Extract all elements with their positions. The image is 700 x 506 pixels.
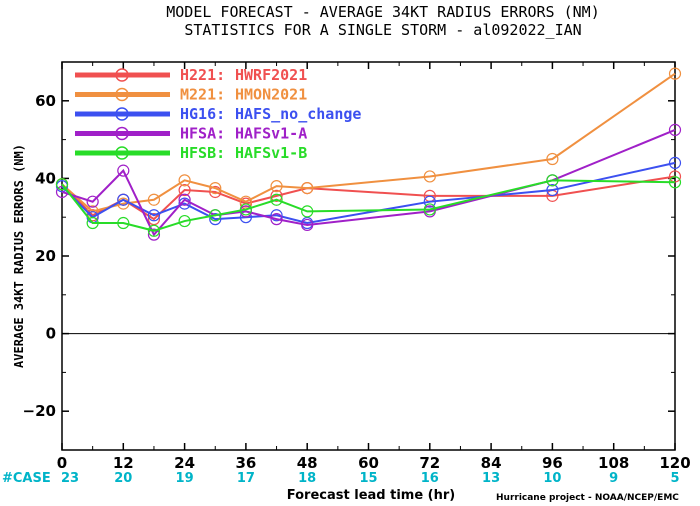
x-tick-label: 0 [57, 454, 67, 472]
data-point [423, 203, 436, 216]
x-tick-label: 36 [235, 454, 256, 472]
series-layer [55, 67, 682, 241]
legend-series-name: HFSA: [180, 125, 225, 143]
x-tick-label: 96 [542, 454, 563, 472]
data-point [147, 209, 161, 222]
data-point [86, 195, 99, 208]
x-tick-label: 84 [481, 454, 502, 472]
x-tick-label: 60 [358, 454, 379, 472]
x-tick-label: 12 [113, 454, 134, 472]
legend-series-desc: HWRF2021 [235, 66, 307, 84]
legend-series-desc: HAFS_no_change [235, 105, 361, 123]
case-count: 20 [114, 471, 132, 486]
legend-swatch-marker [115, 68, 129, 82]
x-tick-label: 72 [419, 454, 440, 472]
y-tick-label: 0 [46, 325, 56, 343]
case-count: 16 [421, 471, 439, 486]
data-point [209, 185, 222, 199]
data-point [546, 174, 559, 187]
plot-frame [61, 61, 676, 451]
data-point [178, 183, 191, 197]
data-point [209, 213, 222, 226]
data-point [147, 224, 161, 237]
data-point [301, 218, 314, 232]
x-tick-label: 108 [598, 454, 629, 472]
case-count: 10 [543, 471, 561, 486]
legend-series-desc: HMON2021 [235, 86, 307, 104]
legend-series-desc: HAFSv1-A [235, 125, 307, 143]
data-point [423, 195, 436, 208]
x-axis-label: Forecast lead time (hr) [287, 488, 455, 503]
credit-text: Hurricane project - NOAA/NCEP/EMC [496, 493, 679, 503]
data-point [270, 209, 283, 222]
data-point [178, 193, 191, 206]
data-point [668, 67, 682, 80]
case-count: 19 [176, 471, 194, 486]
data-point [668, 123, 682, 136]
data-point [270, 213, 283, 226]
data-point [668, 176, 682, 189]
data-point [147, 213, 161, 226]
data-point [209, 209, 222, 222]
chart-title: MODEL FORECAST - AVERAGE 34KT RADIUS ERR… [166, 3, 599, 21]
data-point [301, 182, 314, 195]
case-label: #CASE [2, 471, 51, 486]
legend-swatch-marker [115, 107, 129, 121]
case-count: 15 [359, 471, 377, 486]
data-point [668, 156, 682, 169]
x-tick-label: 48 [297, 454, 318, 472]
y-tick-label: 60 [35, 92, 56, 110]
legend-series-name: M221: [180, 86, 225, 104]
data-point [546, 183, 559, 197]
case-count: 23 [61, 471, 79, 486]
case-count: 18 [298, 471, 316, 486]
data-point [301, 205, 314, 218]
legend-swatch-marker [115, 87, 129, 102]
data-point [239, 195, 252, 208]
y-tick-label: 20 [35, 247, 56, 265]
data-point [55, 178, 69, 191]
data-point [209, 182, 222, 195]
data-point [147, 228, 161, 241]
data-point [117, 216, 130, 230]
case-count: 13 [482, 471, 500, 486]
x-tick-label: 120 [659, 454, 690, 472]
data-point [147, 193, 161, 206]
data-point [239, 203, 252, 216]
data-point [117, 164, 130, 177]
data-point [270, 189, 283, 202]
legend: H221: HWRF2021 M221: HMON2021 HG16: HAFS_no_c… [75, 66, 361, 162]
legend-series-name: HG16: [180, 105, 225, 123]
y-axis: −20 0 20 40 60 [23, 61, 675, 451]
data-point [423, 170, 436, 183]
case-count: 17 [237, 471, 255, 486]
x-tick-label: 24 [174, 454, 195, 472]
x-axis: 0 12 24 36 48 60 72 84 96 108 120 [57, 62, 691, 472]
y-tick-label: −20 [23, 402, 56, 420]
legend-series-desc: HAFSv1-B [235, 144, 307, 162]
data-point [178, 214, 191, 228]
data-point [86, 216, 99, 230]
legend-series-name: HFSB: [180, 144, 225, 162]
chart-subtitle: STATISTICS FOR A SINGLE STORM - al092022… [184, 21, 581, 39]
legend-swatch-marker [115, 146, 129, 160]
case-count: 9 [609, 471, 618, 486]
y-axis-label: AVERAGE 34KT RADIUS ERRORS (NM) [12, 144, 26, 368]
data-point [178, 174, 191, 187]
data-point [546, 152, 559, 166]
legend-series-name: H221: [180, 66, 225, 84]
data-point [270, 180, 283, 193]
case-count: 5 [670, 471, 679, 486]
data-point [270, 193, 283, 206]
y-tick-label: 40 [35, 169, 56, 187]
legend-swatch-marker [115, 126, 129, 141]
data-point [117, 193, 130, 206]
case-counts: 23 20 19 17 18 15 16 13 10 9 5 [61, 471, 680, 486]
